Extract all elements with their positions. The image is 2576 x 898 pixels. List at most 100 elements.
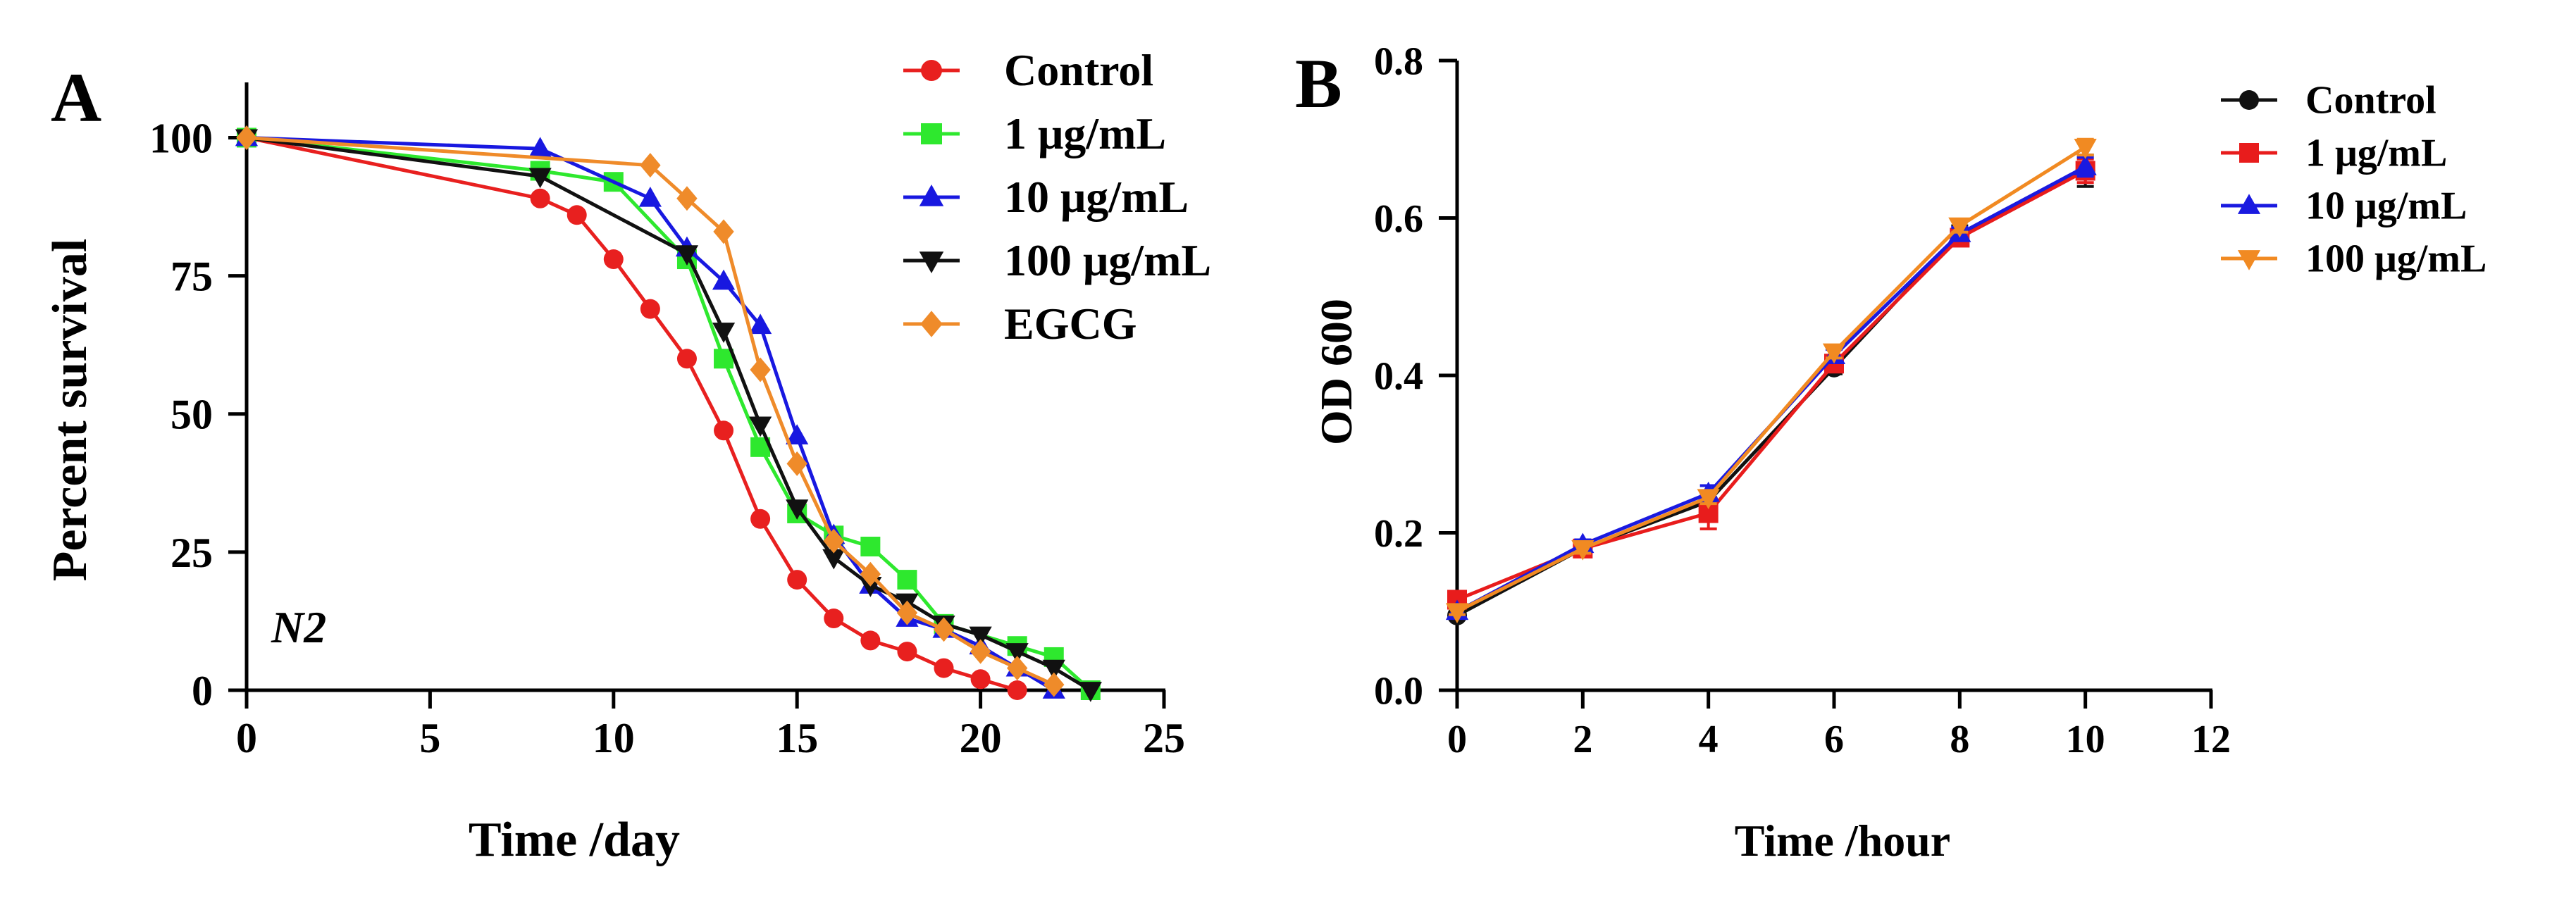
panel-b-legend-label: 100 μg/mL	[2305, 237, 2487, 280]
panel-b-growth-chart: B Time /hour OD 600 0 2 4 6 8 10 12 0.0 0.2 0.4 0.…	[1295, 40, 2487, 866]
panel-a-data-point	[566, 205, 587, 225]
panel-a-data-point	[714, 420, 734, 441]
panel-b-x-tick-label: 10	[2066, 718, 2105, 761]
panel-a-legend-label: 1 μg/mL	[1004, 108, 1166, 158]
panel-a-data-point	[1042, 659, 1065, 680]
panel-a-data-point	[640, 153, 661, 178]
panel-a-legend-label: 10 μg/mL	[1004, 172, 1189, 222]
panel-a-data-point	[712, 269, 736, 290]
panel-a-letter: A	[51, 58, 101, 137]
panel-b-x-tick-label: 4	[1699, 718, 1719, 761]
panel-a-data-point	[528, 168, 552, 189]
panel-a-data-point	[530, 188, 550, 208]
panel-a-series-control	[237, 127, 1027, 700]
panel-b-legend-label: 1 μg/mL	[2305, 131, 2447, 175]
panel-b-legend-label: Control	[2305, 78, 2436, 122]
panel-a-x-tick-label: 15	[776, 715, 818, 761]
panel-b-letter: B	[1295, 44, 1342, 123]
panel-a-legend-marker	[919, 251, 944, 273]
panel-b-x-tick-label: 2	[1573, 718, 1592, 761]
panel-a-legend-marker	[919, 185, 944, 206]
panel-a-data-point	[1006, 656, 1028, 681]
panel-a-data-point	[786, 451, 807, 476]
panel-a-legend-label: EGCG	[1004, 299, 1137, 349]
panel-b-legend-label: 10 μg/mL	[2305, 184, 2467, 227]
panel-b-series-line	[1456, 145, 2086, 613]
panel-a-data-point	[750, 509, 771, 529]
panel-a-legend-marker	[921, 60, 942, 81]
panel-b-series-control	[1447, 154, 2095, 625]
panel-a-data-point	[236, 125, 257, 150]
panel-a-legend-marker	[920, 311, 943, 337]
panel-a-series-10-ug-ml	[235, 125, 1065, 699]
panel-b-legend-marker	[2239, 90, 2259, 110]
panel-a-data-point	[1007, 680, 1027, 700]
panel-b-y-tick-label: 0.6	[1374, 197, 1423, 241]
panel-a-data-point	[786, 424, 809, 445]
panel-a-series-egcg	[236, 125, 1065, 697]
panel-b-x-axis-title: Time /hour	[1735, 816, 1950, 866]
panel-a-data-point	[528, 137, 552, 158]
panel-a-data-point	[824, 609, 844, 629]
panel-a-data-point	[970, 639, 991, 664]
panel-a-data-point	[860, 630, 881, 651]
panel-a-series-line	[246, 135, 1092, 692]
panel-b-y-axis-title: OD 600	[1311, 299, 1361, 445]
panel-a-x-tick-label: 10	[593, 715, 635, 761]
panel-a-x-tick-label: 0	[236, 715, 257, 761]
panel-a-legend-label: 100 μg/mL	[1004, 235, 1211, 285]
panel-b-series-10-ug-ml	[1445, 155, 2097, 621]
panel-a-data-point	[712, 323, 736, 343]
panel-a-y-tick-label: 100	[149, 115, 213, 161]
panel-b-data-point	[1571, 540, 1594, 561]
panel-a-data-point	[860, 561, 881, 587]
panel-a-data-point	[1005, 643, 1029, 663]
panel-b-data-point	[1948, 217, 1971, 238]
panel-b-x-tick-label: 8	[1950, 718, 1969, 761]
panel-a-data-point	[1044, 672, 1065, 697]
panel-a-data-point	[934, 658, 954, 678]
panel-a-data-point	[638, 186, 662, 207]
panel-b-legend-marker	[2237, 250, 2261, 270]
panel-b-y-tick-label: 0.0	[1374, 670, 1423, 713]
panel-a-data-point	[897, 570, 917, 590]
panel-b-series-line	[1456, 169, 2086, 601]
panel-a-strain-label: N2	[271, 602, 326, 652]
panel-b-series-line	[1456, 169, 2086, 618]
panel-a-data-point	[750, 357, 771, 382]
panel-a-data-point	[675, 245, 699, 266]
panel-b-y-tick-label: 0.8	[1374, 40, 1423, 84]
panel-a-series-100-ug-ml	[235, 129, 1102, 702]
panel-a-data-point	[969, 626, 992, 647]
panel-a-survival-chart: A N2 Time /day Percent survival 0 5 10 15 20…	[43, 45, 1211, 867]
panel-a-y-tick-label: 25	[171, 530, 213, 576]
panel-a-data-point	[713, 219, 734, 244]
panel-b-x-tick-label: 6	[1824, 718, 1844, 761]
panel-a-y-tick-label: 50	[171, 392, 213, 438]
panel-a-data-point	[676, 186, 698, 211]
panel-a-data-point	[749, 416, 772, 437]
panel-a-data-point	[640, 299, 660, 319]
panel-b-series-100-ug-ml	[1445, 137, 2097, 624]
panel-a-legend-label: Control	[1004, 45, 1153, 95]
panel-a-data-point	[676, 349, 697, 369]
panel-a-series-1-ug-ml	[237, 127, 1101, 700]
panel-a-y-tick-label: 75	[171, 254, 213, 300]
panel-b-series-1-ug-ml	[1447, 157, 2095, 610]
panel-a-data-point	[787, 570, 807, 590]
panel-b-y-tick-label: 0.4	[1374, 355, 1423, 399]
panel-b-legend-marker	[2237, 194, 2261, 214]
panel-a-x-tick-label: 5	[419, 715, 440, 761]
panel-b-data-point	[2074, 139, 2097, 159]
panel-b-data-point	[1822, 343, 1846, 364]
panel-a-x-axis-title: Time /day	[469, 813, 680, 867]
panel-a-data-point	[603, 249, 624, 270]
panel-a-x-tick-label: 20	[960, 715, 1002, 761]
panel-a-data-point	[823, 528, 844, 554]
panel-a-data-point	[897, 642, 917, 662]
panel-b-data-point	[1697, 489, 1720, 510]
panel-b-y-tick-label: 0.2	[1374, 512, 1423, 556]
panel-a-data-point	[749, 313, 772, 335]
panel-b-series-line	[1456, 165, 2086, 613]
